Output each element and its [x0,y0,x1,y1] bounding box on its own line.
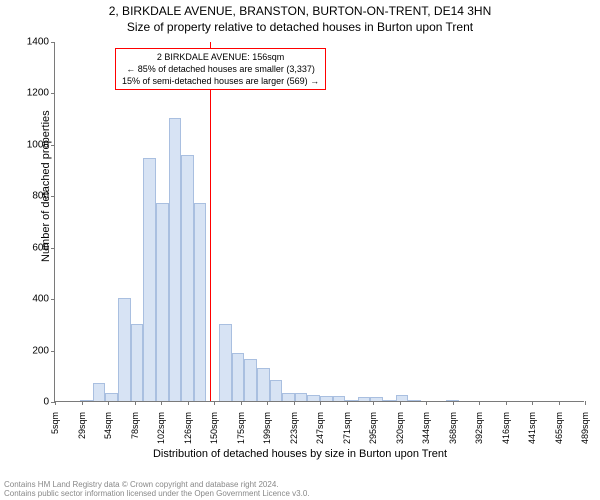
chart-area: Number of detached properties 0200400600… [54,42,584,402]
histogram-bar [232,353,245,401]
y-tick-mark [51,351,55,352]
histogram-bar [194,203,207,401]
y-tick-label: 400 [15,294,49,305]
histogram-bar [257,368,270,401]
histogram-bar [383,400,396,401]
y-tick-mark [51,299,55,300]
histogram-bar [105,393,118,401]
y-tick-mark [51,196,55,197]
y-tick-mark [51,145,55,146]
x-tick-mark [373,401,374,405]
x-tick-mark [400,401,401,405]
x-tick-mark [347,401,348,405]
footer-attribution: Contains HM Land Registry data © Crown c… [4,480,310,499]
annotation-line: 15% of semi-detached houses are larger (… [122,75,319,87]
footer-line2: Contains public sector information licen… [4,489,310,499]
histogram-bar [131,324,144,401]
x-tick-mark [135,401,136,405]
histogram-bar [93,383,106,401]
x-tick-mark [267,401,268,405]
histogram-bar [270,380,283,401]
histogram-bar [143,158,156,401]
x-tick-mark [241,401,242,405]
y-tick-mark [51,248,55,249]
histogram-bar [219,324,232,401]
x-tick-mark [214,401,215,405]
histogram-bar [358,397,371,401]
histogram-bar [118,298,131,401]
x-tick-mark [532,401,533,405]
y-tick-label: 1200 [15,88,49,99]
x-tick-mark [108,401,109,405]
chart-title-address: 2, BIRKDALE AVENUE, BRANSTON, BURTON-ON-… [0,0,600,18]
x-tick-mark [559,401,560,405]
annotation-line: 2 BIRKDALE AVENUE: 156sqm [122,51,319,63]
x-tick-mark [82,401,83,405]
histogram-bar [333,396,346,401]
histogram-bar [169,118,182,401]
x-tick-mark [161,401,162,405]
plot-region: 02004006008001000120014005sqm29sqm54sqm7… [54,42,584,402]
y-tick-label: 600 [15,242,49,253]
x-tick-mark [426,401,427,405]
x-tick-mark [188,401,189,405]
x-tick-mark [55,401,56,405]
histogram-bar [282,393,295,401]
y-axis-label: Number of detached properties [40,110,52,262]
y-tick-label: 800 [15,191,49,202]
x-tick-mark [585,401,586,405]
annotation-line: ← 85% of detached houses are smaller (3,… [122,63,319,75]
annotation-box: 2 BIRKDALE AVENUE: 156sqm← 85% of detach… [115,48,326,90]
histogram-bar [244,359,257,401]
y-tick-mark [51,42,55,43]
footer-line1: Contains HM Land Registry data © Crown c… [4,480,310,490]
x-tick-mark [294,401,295,405]
y-tick-label: 0 [15,397,49,408]
histogram-bar [181,155,194,401]
y-tick-label: 1400 [15,37,49,48]
x-tick-mark [320,401,321,405]
x-tick-mark [479,401,480,405]
histogram-bar [156,203,169,401]
property-marker-line [210,42,211,401]
y-tick-label: 1000 [15,139,49,150]
x-axis-label: Distribution of detached houses by size … [0,448,600,460]
chart-title-desc: Size of property relative to detached ho… [0,18,600,34]
x-tick-mark [506,401,507,405]
histogram-bar [396,395,409,401]
histogram-bar [320,396,333,401]
x-tick-mark [453,401,454,405]
histogram-bar [295,393,308,401]
histogram-bar [408,400,421,401]
histogram-bar [307,395,320,401]
y-tick-label: 200 [15,345,49,356]
y-tick-mark [51,93,55,94]
